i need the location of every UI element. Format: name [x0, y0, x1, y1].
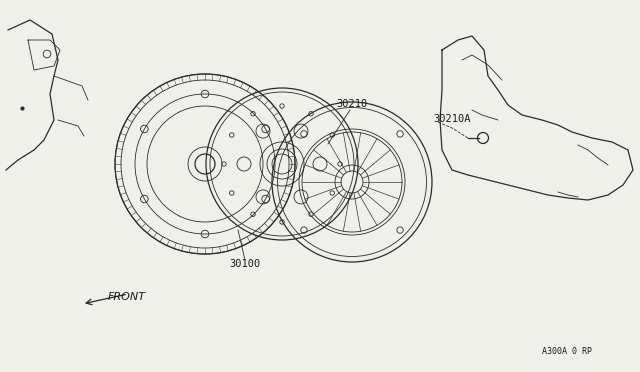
Text: FRONT: FRONT: [108, 292, 146, 302]
Text: 30210: 30210: [337, 99, 367, 109]
Text: 30210A: 30210A: [433, 114, 471, 124]
Text: A300A 0 RP: A300A 0 RP: [542, 347, 592, 356]
Text: 30100: 30100: [229, 259, 260, 269]
